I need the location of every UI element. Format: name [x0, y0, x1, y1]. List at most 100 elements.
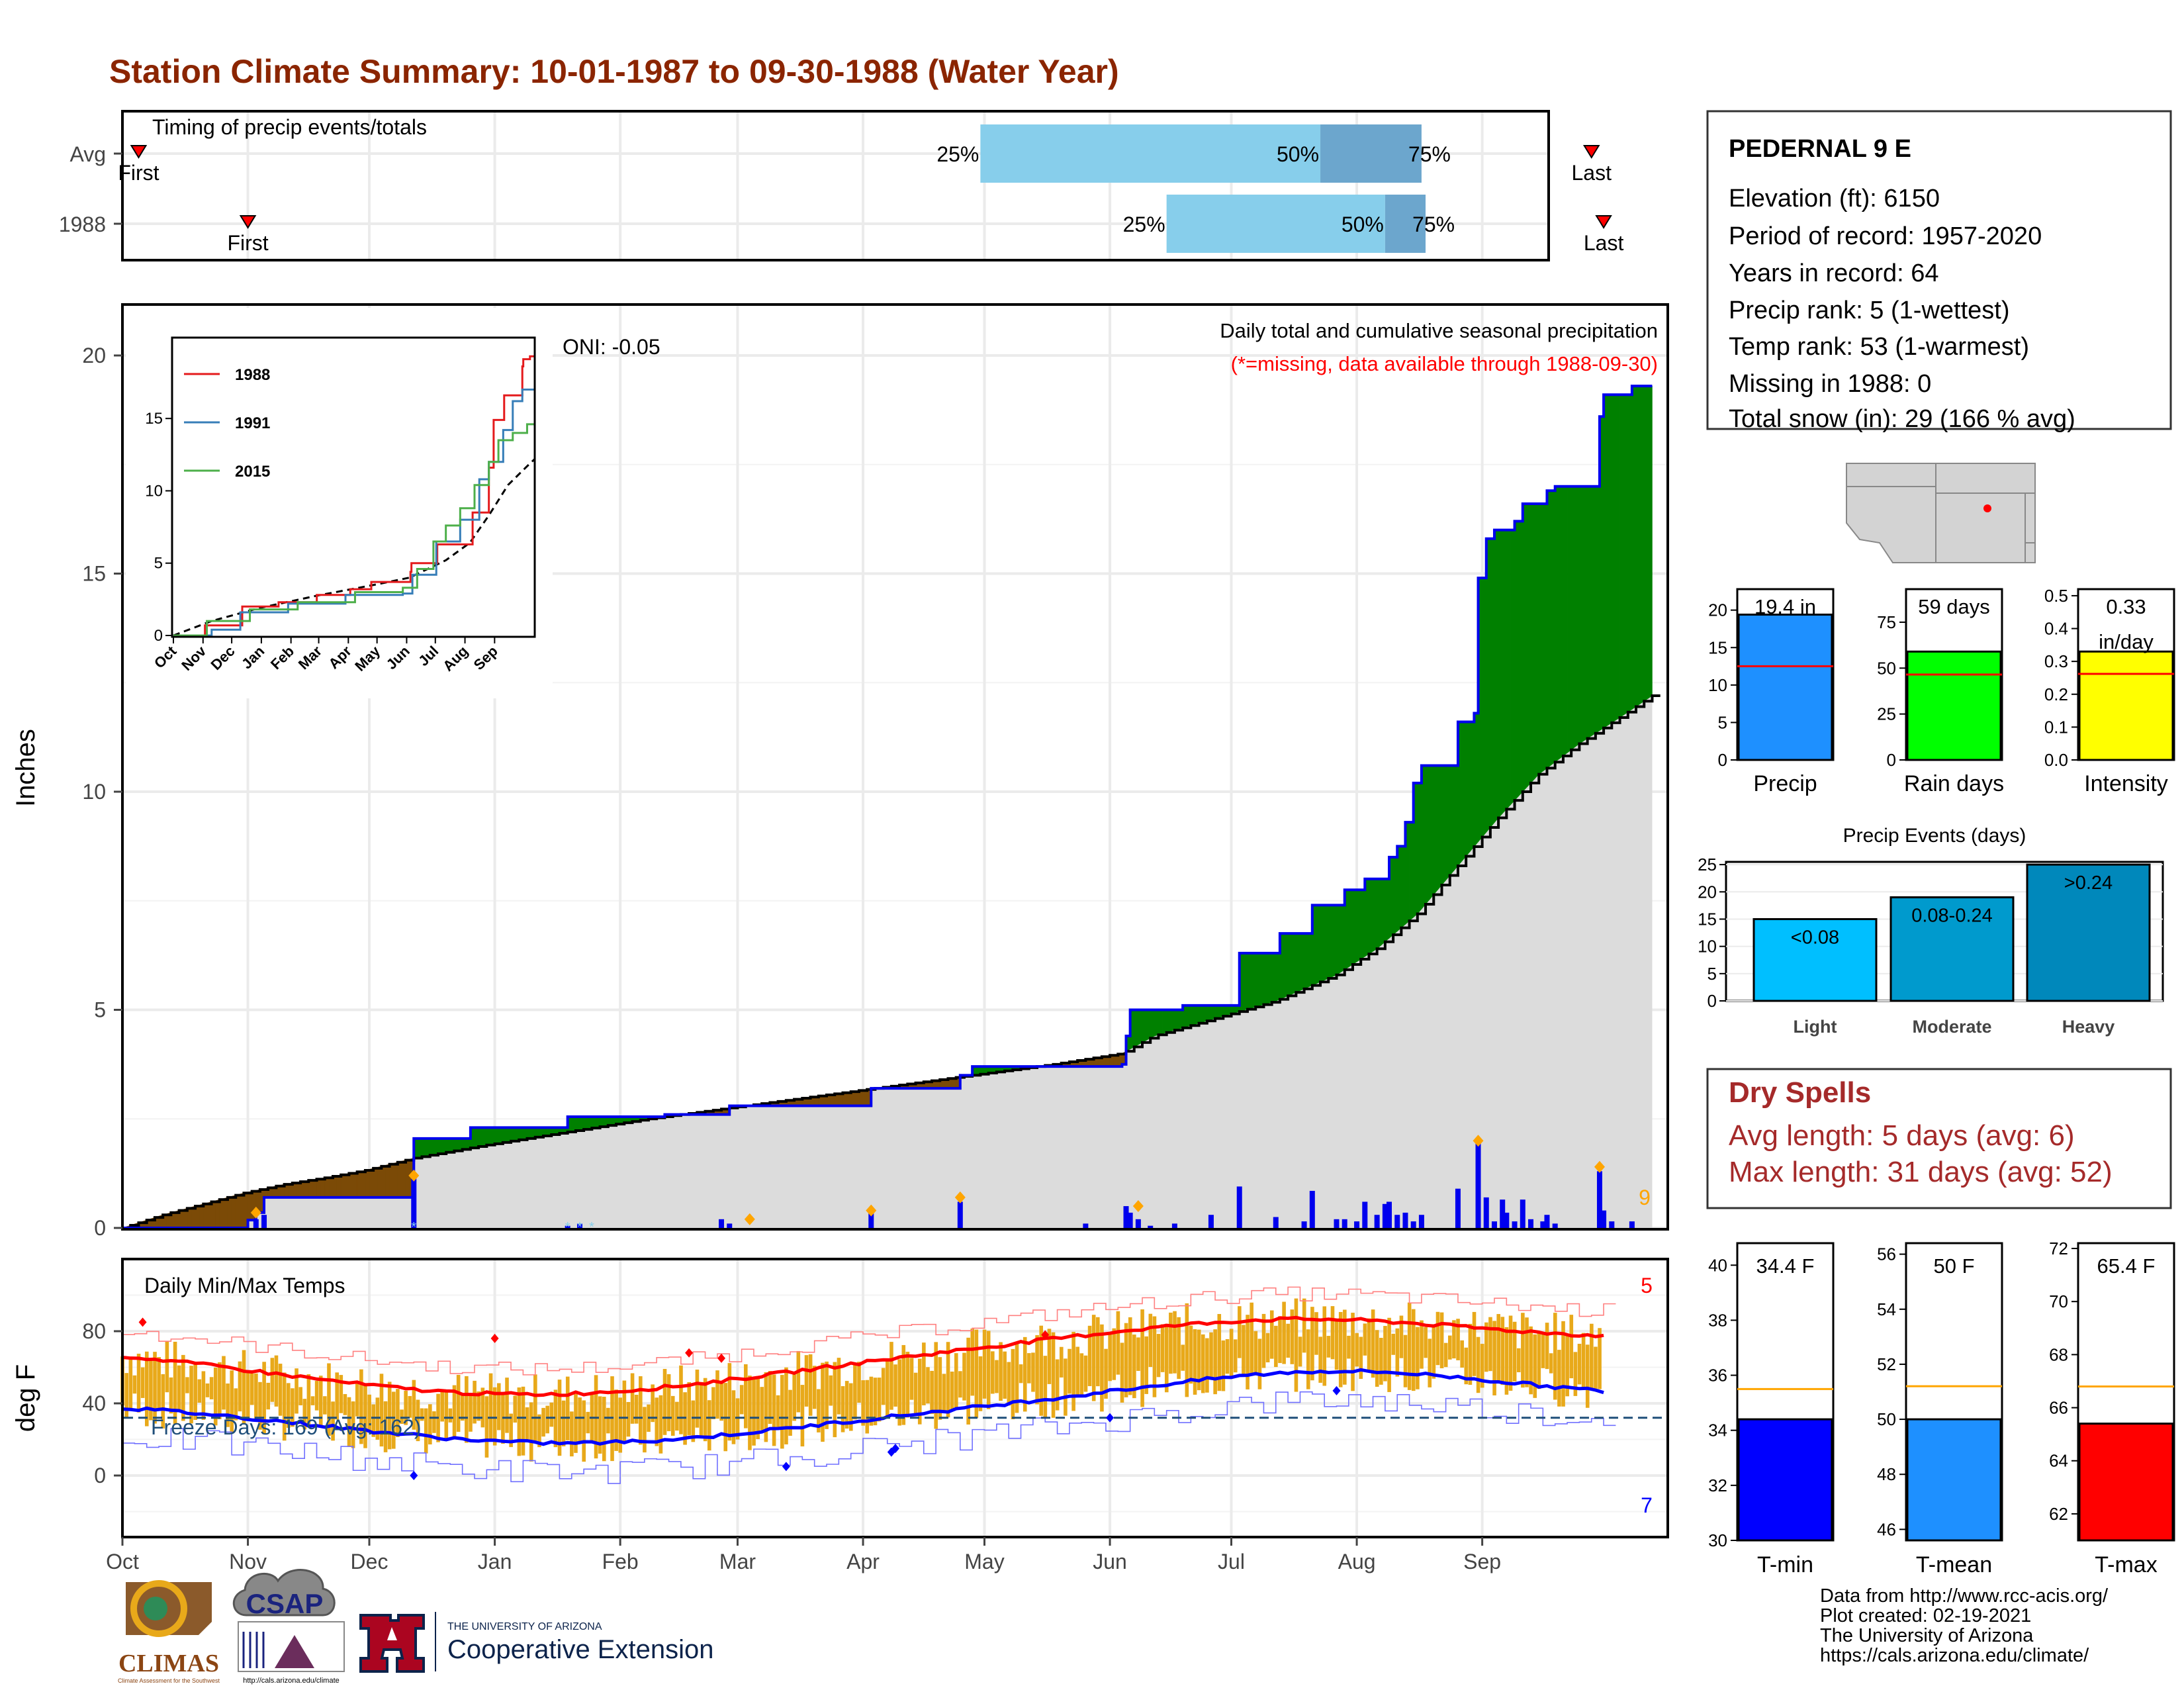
temp-bar-y-tick-label: 56 [1877, 1244, 1896, 1264]
dry-spells-avg: Avg length: 5 days (avg: 6) [1729, 1119, 2075, 1152]
daily-temp-bar [991, 1351, 995, 1394]
inset-series-line [173, 355, 535, 637]
precip-departure-slice [1522, 503, 1527, 792]
locator-map-land [1846, 463, 2036, 563]
precip-departure-slice [349, 1172, 353, 1198]
daily-temp-bar [379, 1374, 384, 1447]
daily-precip-bar [1483, 1197, 1489, 1228]
timing-p50-label: 50% [1277, 142, 1319, 166]
daily-temp-bar [1298, 1336, 1302, 1367]
precip-departure-slice [1142, 1009, 1147, 1043]
daily-temp-bar [193, 1362, 197, 1420]
daily-temp-bar [1351, 1313, 1355, 1391]
precip-departure-slice [490, 1127, 495, 1145]
daily-temp-bar [347, 1397, 351, 1447]
daily-temp-bar [1225, 1338, 1230, 1374]
stat-bar-y-tick-label: 75 [1877, 612, 1896, 632]
precip-departure-slice [231, 1195, 236, 1229]
daily-temp-bar [727, 1363, 732, 1441]
daily-temp-bar [1537, 1333, 1541, 1389]
daily-temp-bar [1590, 1323, 1594, 1391]
daily-temp-bar [1023, 1336, 1027, 1412]
precip-departure-slice [1490, 538, 1495, 828]
daily-temp-bar [189, 1366, 193, 1424]
daily-temp-bar [274, 1355, 279, 1407]
precip-departure-slice [1377, 878, 1382, 949]
daily-temp-bar [136, 1353, 141, 1413]
daily-precip-bar [1455, 1188, 1461, 1228]
daily-temp-bar [942, 1374, 946, 1413]
inset-y-tick-label: 10 [145, 482, 163, 500]
daily-precip-bar [411, 1175, 417, 1228]
daily-temp-bar [719, 1383, 723, 1421]
station-missing: Missing in 1988: 0 [1729, 370, 1931, 398]
ua-a-icon [359, 1614, 425, 1673]
precip-departure-slice [1631, 385, 1637, 710]
snow-asterisk: * [411, 1220, 416, 1235]
daily-precip-bar [1504, 1212, 1510, 1228]
daily-temp-bar [1416, 1327, 1420, 1389]
precip-departure-slice [482, 1127, 487, 1147]
precip-frame [121, 303, 1669, 1231]
temp-bars: 34.4 F 30 32 34 36 38 40 T-min 50 F 46 48 50 52 54 56 T… [1708, 1239, 2175, 1577]
daily-temp-bar [829, 1375, 833, 1406]
daily-temp-bar [529, 1402, 533, 1462]
daily-temp-bar [844, 1381, 849, 1429]
daily-temp-bar [1439, 1312, 1444, 1368]
daily-precip-bar [868, 1212, 874, 1228]
precip-departure-slice [1328, 905, 1333, 979]
precip-departure-slice [1494, 530, 1499, 823]
daily-temp-bar [1197, 1329, 1201, 1391]
temp-bar-y-tick-label: 66 [2049, 1398, 2068, 1418]
daily-precip-bar [1500, 1199, 1506, 1228]
daily-temp-bar [287, 1383, 291, 1428]
precip-departure-slice [1635, 385, 1641, 708]
precip-departure-slice [1352, 889, 1357, 965]
daily-temp-bar [1221, 1340, 1226, 1391]
precip-corner-count: 9 [1639, 1186, 1651, 1209]
daily-temp-bar [496, 1383, 501, 1430]
daily-temp-bar [699, 1382, 704, 1436]
daily-temp-bar [1209, 1332, 1213, 1380]
precip-departure-slice [1514, 521, 1519, 801]
daily-precip-bar [1544, 1215, 1550, 1228]
precip-departure-slice [1465, 722, 1471, 857]
month-tick-label: Oct [106, 1550, 139, 1573]
daily-temp-bar [1569, 1315, 1574, 1379]
daily-temp-bar [473, 1380, 477, 1424]
temp-bar-y-tick-label: 36 [1708, 1366, 1727, 1385]
stat-bar-fill [1906, 650, 2002, 761]
temp-panel-title: Daily Min/Max Temps [144, 1274, 345, 1297]
month-tick-label: Sep [1463, 1550, 1501, 1573]
daily-temp-bar [1581, 1333, 1586, 1390]
daily-temp-bar [1338, 1312, 1343, 1387]
daily-temp-bar [881, 1368, 886, 1405]
temp-bar-value-label: 50 F [1933, 1254, 1974, 1278]
inset-frame [171, 336, 536, 638]
dry-spells-max: Max length: 31 days (avg: 52) [1729, 1156, 2113, 1188]
precip-departure-slice [1526, 503, 1531, 788]
daily-temp-bar [465, 1376, 469, 1443]
daily-temp-bar [1355, 1333, 1359, 1367]
daily-temp-bar [634, 1395, 639, 1424]
daily-temp-bar [242, 1350, 246, 1425]
daily-temp-bar [1561, 1321, 1565, 1407]
precip-departure-slice [535, 1127, 540, 1138]
precip-departure-slice [862, 1089, 868, 1106]
precip-departure-slice [1409, 821, 1414, 921]
daily-temp-bar [670, 1395, 675, 1436]
temp-frame [121, 1258, 1669, 1538]
daily-temp-bar [1347, 1335, 1351, 1359]
daily-precip-bar [1520, 1199, 1525, 1228]
temp-corner-bottom: 7 [1641, 1493, 1653, 1517]
precip-departure-slice [1612, 395, 1616, 724]
precip-panel-subtitle: (*=missing, data available through 1988-… [1231, 352, 1658, 375]
daily-temp-bar [930, 1370, 934, 1414]
record-high-marker [1041, 1330, 1050, 1340]
daily-temp-bar [416, 1399, 420, 1442]
precip-departure-slice [1639, 385, 1645, 704]
precip-departure-slice [397, 1160, 402, 1198]
daily-temp-bar [291, 1388, 295, 1427]
precip-y-tick-label: 0 [94, 1216, 106, 1240]
daily-precip-bar [1273, 1217, 1279, 1228]
